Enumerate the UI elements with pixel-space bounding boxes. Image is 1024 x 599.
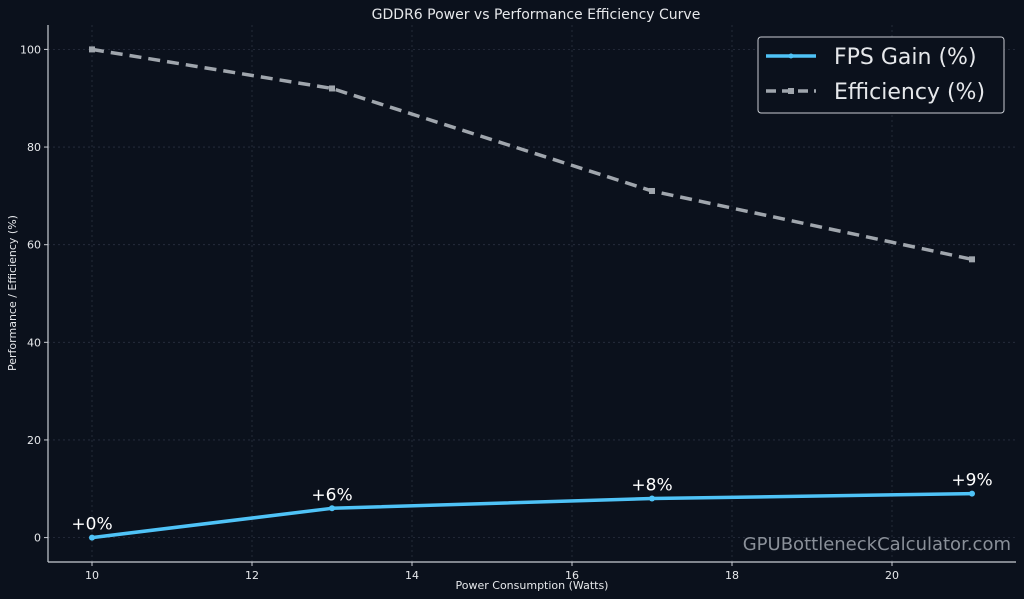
legend-box	[757, 36, 1005, 114]
series-line	[91, 491, 973, 540]
legend-eff-label: Efficiency (%)	[834, 80, 985, 105]
data-point	[969, 490, 975, 497]
x-axis-label: Power Consumption (Watts)	[456, 579, 609, 592]
data-point	[969, 256, 975, 263]
x-tick-label: 20	[885, 569, 899, 582]
y-tick-label: 20	[27, 434, 41, 447]
data-label: +6%	[311, 485, 352, 505]
x-tick-label: 12	[245, 569, 259, 582]
x-tick-label: 16	[565, 569, 579, 582]
x-tick-label: 18	[725, 569, 739, 582]
data-point	[329, 85, 335, 92]
axes: 10 12 14 16 18 20 0 20 40 60 80 100	[20, 25, 1016, 582]
legend: FPS Gain (%) Efficiency (%)	[757, 36, 1005, 114]
y-tick-label: 40	[27, 336, 41, 349]
legend-fps-label: FPS Gain (%)	[834, 45, 977, 70]
data-label: +0%	[71, 515, 112, 535]
data-point	[649, 187, 655, 194]
series: +0% +6% +8% +9%	[71, 46, 993, 541]
y-tick-label: 80	[27, 141, 41, 154]
data-point	[89, 534, 95, 541]
data-point	[649, 495, 655, 502]
watermark: GPUBottleneckCalculator.com	[743, 534, 1011, 555]
data-label: +8%	[631, 476, 672, 496]
series-line	[91, 47, 973, 262]
y-tick-label: 100	[20, 43, 41, 56]
chart-title: GDDR6 Power vs Performance Efficiency Cu…	[372, 7, 701, 23]
x-tick-label: 10	[85, 569, 99, 582]
legend-eff-marker	[788, 88, 794, 94]
y-tick-label: 60	[27, 239, 41, 252]
data-point	[329, 505, 335, 512]
data-label: +9%	[951, 471, 992, 491]
y-axis-label: Performance / Efficiency (%)	[6, 215, 19, 371]
legend-fps-marker	[788, 53, 794, 59]
x-tick-label: 14	[405, 569, 419, 582]
y-tick-label: 0	[34, 532, 41, 545]
data-point	[89, 46, 95, 53]
